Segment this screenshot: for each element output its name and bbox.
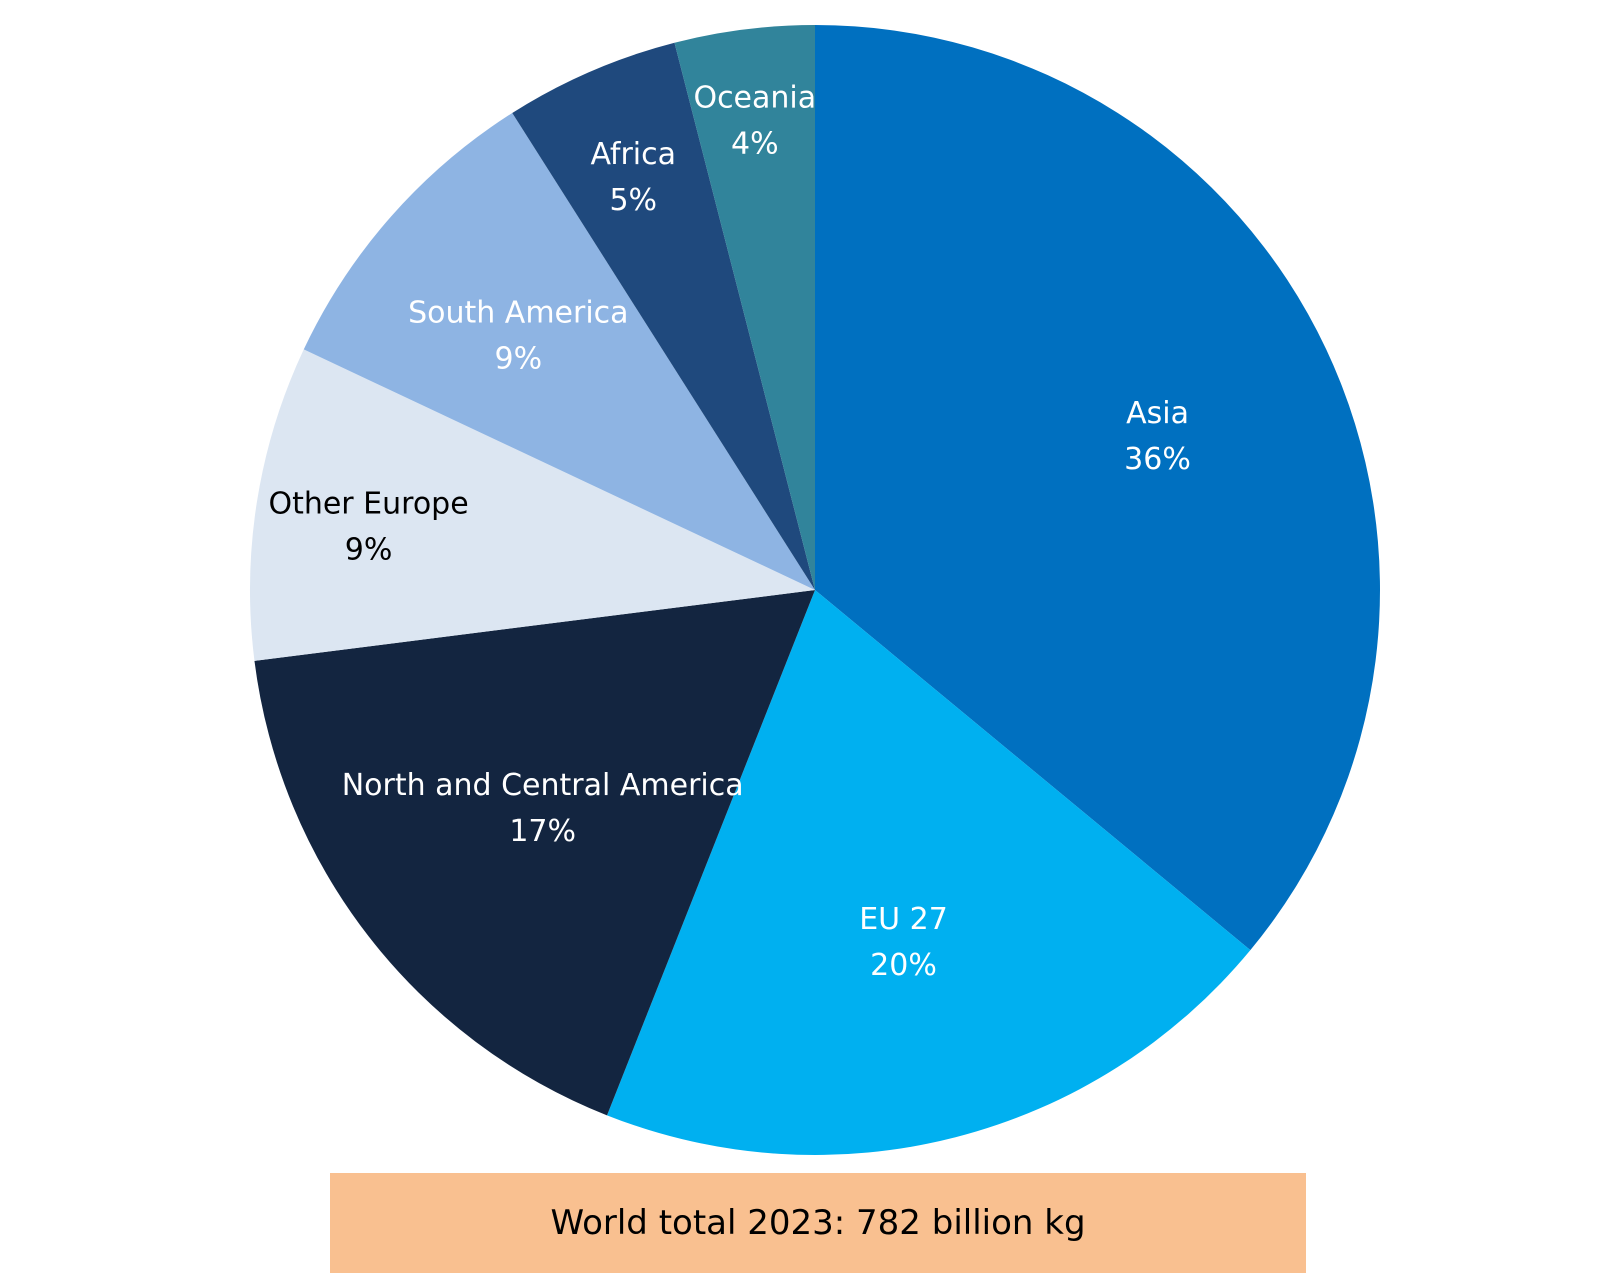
world-total-box: World total 2023: 782 billion kg: [330, 1173, 1306, 1273]
slice-value-asia: 36%: [1124, 442, 1191, 477]
slice-label-south-america: South America: [408, 295, 628, 330]
slice-value-eu-27: 20%: [870, 948, 937, 983]
slice-label-oceania: Oceania: [693, 81, 816, 116]
slice-label-other-europe: Other Europe: [268, 486, 468, 521]
slice-label-eu-27: EU 27: [859, 902, 948, 937]
slice-value-north-and-central-america: 17%: [509, 814, 576, 849]
slice-label-africa: Africa: [590, 137, 676, 172]
slice-value-africa: 5%: [609, 183, 657, 218]
slice-value-south-america: 9%: [495, 341, 543, 376]
pie-slice-north-and-central-america: [254, 590, 815, 1116]
pie-slice-eu-27: [607, 590, 1251, 1155]
world-total-text: World total 2023: 782 billion kg: [550, 1203, 1086, 1243]
pie-slice-other-europe: [249, 349, 815, 661]
slice-label-north-and-central-america: North and Central America: [342, 768, 744, 803]
pie-slice-south-america: [303, 112, 815, 591]
pie-slice-asia: [815, 25, 1380, 951]
slice-value-oceania: 4%: [731, 127, 779, 162]
slice-value-other-europe: 9%: [345, 532, 393, 567]
pie-slice-africa: [512, 42, 815, 591]
pie-slice-oceania: [674, 25, 815, 590]
slice-label-asia: Asia: [1126, 396, 1189, 431]
